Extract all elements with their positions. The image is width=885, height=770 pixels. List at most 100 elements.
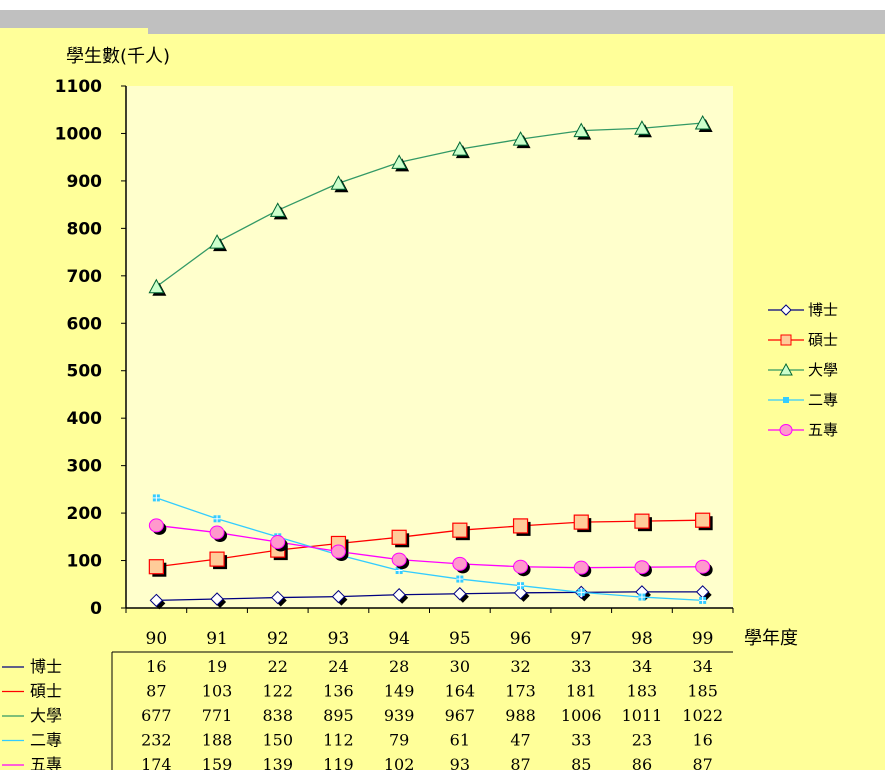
table-cell: 939 xyxy=(384,706,415,725)
y-tick-label: 900 xyxy=(67,172,103,192)
legend-label: 大學 xyxy=(808,361,838,379)
data-point xyxy=(331,589,346,604)
data-point xyxy=(573,560,589,575)
legend-item: 博士 xyxy=(768,301,838,319)
table-cell: 79 xyxy=(389,731,409,750)
table-row-label: 五專 xyxy=(30,755,62,770)
data-point xyxy=(634,560,650,575)
table-cell: 173 xyxy=(505,682,536,701)
legend-label: 五專 xyxy=(808,421,838,439)
table-cell: 22 xyxy=(268,657,288,676)
table-cell: 32 xyxy=(510,657,530,676)
table-cell: 23 xyxy=(632,731,652,750)
data-point xyxy=(513,559,529,574)
axes: 0 100 200 300 400 500 600 700 800 900 1000 1100 xyxy=(55,77,734,619)
legend-label: 碩士 xyxy=(808,331,838,349)
y-tick-label: 100 xyxy=(67,552,103,572)
data-point xyxy=(695,512,711,528)
table-cell: 30 xyxy=(450,657,470,676)
table-header-cell: 96 xyxy=(510,629,532,649)
table-row-label: 二專 xyxy=(30,731,62,750)
table-cell: 771 xyxy=(202,706,233,725)
table-cell: 16 xyxy=(146,657,166,676)
table-row: 二專 232 188 150 112 79 61 47 33 23 16 xyxy=(2,731,713,750)
data-point xyxy=(330,175,347,190)
data-point xyxy=(513,586,528,600)
data-point xyxy=(148,518,164,533)
data-point xyxy=(634,513,650,529)
data-point xyxy=(573,514,589,530)
series-3 xyxy=(148,114,713,296)
legend-marker xyxy=(780,334,792,346)
legend-marker xyxy=(783,397,789,403)
table-cell: 838 xyxy=(262,706,293,725)
table-row-label: 博士 xyxy=(30,657,62,676)
data-point xyxy=(452,556,468,571)
table-header-cell: 91 xyxy=(206,629,228,649)
table-cell: 677 xyxy=(141,706,172,725)
legend-marker xyxy=(780,304,792,316)
table-header-cell: 93 xyxy=(328,629,350,649)
y-tick-label: 0 xyxy=(90,599,102,619)
data-point xyxy=(634,120,650,135)
table-cell: 87 xyxy=(510,755,530,770)
table-header-cell: 92 xyxy=(267,629,289,649)
table-cell: 24 xyxy=(328,657,348,676)
data-point xyxy=(271,590,285,605)
table-cell: 119 xyxy=(323,755,354,770)
y-tick-label: 300 xyxy=(67,457,103,477)
legend-item: 二專 xyxy=(768,391,838,409)
table-cell: 34 xyxy=(632,657,652,676)
sheet-tab-area xyxy=(0,28,148,34)
table-cell: 61 xyxy=(450,731,470,750)
table-cell: 16 xyxy=(692,731,712,750)
table-row: 碩士 87 103 122 136 149 164 173 181 183 185 xyxy=(2,682,718,701)
data-point xyxy=(512,131,529,146)
data-point xyxy=(209,525,225,540)
table-cell: 112 xyxy=(323,731,354,750)
data-point xyxy=(269,202,286,217)
data-point xyxy=(695,559,711,574)
table-cell: 87 xyxy=(146,682,166,701)
data-point xyxy=(209,234,225,249)
data-point xyxy=(149,593,164,608)
table-cell: 102 xyxy=(384,755,415,770)
top-margin xyxy=(0,0,885,10)
data-point xyxy=(391,154,407,169)
data-point xyxy=(573,122,590,138)
table-cell: 86 xyxy=(632,755,652,770)
table-cell: 988 xyxy=(505,706,536,725)
data-point xyxy=(148,278,165,294)
table-cell: 1011 xyxy=(622,706,663,725)
series-line xyxy=(156,524,703,569)
series-line xyxy=(156,497,703,602)
series-line xyxy=(156,519,703,568)
legend-item: 五專 xyxy=(768,421,838,439)
table-cell: 188 xyxy=(202,731,233,750)
legend-marker xyxy=(779,362,793,376)
table-cell: 47 xyxy=(510,731,530,750)
data-point xyxy=(694,114,711,130)
data-point xyxy=(453,587,467,601)
data-point xyxy=(270,535,286,550)
table-row: 大學 677 771 838 895 939 967 988 1006 1011 1022 xyxy=(2,706,723,725)
table-cell: 232 xyxy=(141,731,172,750)
table-cell: 159 xyxy=(202,755,233,770)
table-cell: 181 xyxy=(566,682,597,701)
table-header-cell: 94 xyxy=(388,629,410,649)
table-cell: 149 xyxy=(384,682,415,701)
table-cell: 895 xyxy=(323,706,354,725)
table-cell: 185 xyxy=(687,682,718,701)
table-cell: 19 xyxy=(207,657,227,676)
series-line xyxy=(155,122,703,288)
y-tick-label: 200 xyxy=(67,504,103,524)
y-tick-label: 600 xyxy=(67,314,103,334)
table-header-cell: 95 xyxy=(449,629,471,649)
legend-item: 碩士 xyxy=(768,331,838,349)
data-point xyxy=(392,588,406,602)
table-cell: 1022 xyxy=(682,706,723,725)
data-point xyxy=(148,559,164,575)
y-tick-label: 400 xyxy=(67,409,103,429)
table-cell: 34 xyxy=(692,657,712,676)
